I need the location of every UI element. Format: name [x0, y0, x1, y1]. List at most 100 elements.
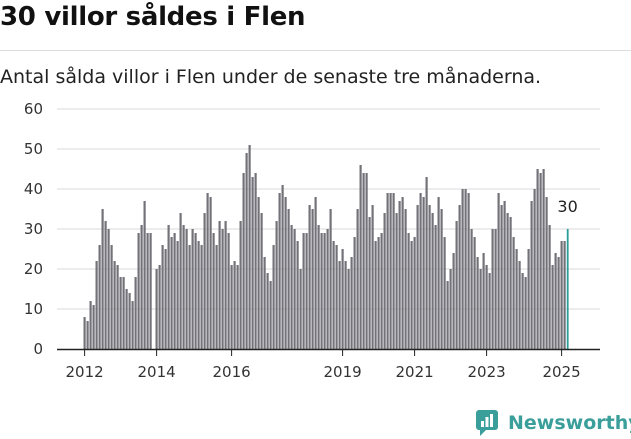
- bar: [356, 209, 359, 349]
- bar: [404, 209, 407, 349]
- bar: [302, 233, 305, 349]
- bar: [188, 245, 191, 349]
- bar: [176, 241, 179, 349]
- bar: [308, 205, 311, 349]
- bar: [293, 229, 296, 349]
- bar: [83, 317, 86, 349]
- bar: [116, 265, 119, 349]
- bar: [410, 241, 413, 349]
- newsworthy-logo-icon: [476, 410, 498, 436]
- bar: [545, 197, 548, 349]
- bar: [392, 193, 395, 349]
- bar: [371, 205, 374, 349]
- bar: [158, 265, 161, 349]
- bar: [128, 293, 131, 349]
- bar: [437, 197, 440, 349]
- bar: [389, 193, 392, 349]
- bar: [125, 289, 128, 349]
- bar: [275, 221, 278, 349]
- bar: [143, 201, 146, 349]
- x-axis-ticks: 2012 2014 2016 2019 2021 2023 2025: [66, 349, 581, 381]
- x-tick-label: 2014: [138, 363, 176, 381]
- bar: [479, 269, 482, 349]
- bar: [446, 281, 449, 349]
- bar: [209, 197, 212, 349]
- bar: [254, 173, 257, 349]
- bar: [335, 245, 338, 349]
- x-tick-label: 2016: [213, 363, 251, 381]
- bar: [296, 241, 299, 349]
- bar: [206, 193, 209, 349]
- bar: [557, 257, 560, 349]
- bar: [419, 193, 422, 349]
- highlight-value-label: 30: [557, 197, 577, 216]
- bar: [362, 173, 365, 349]
- bar: [266, 273, 269, 349]
- bar: [164, 249, 167, 349]
- bar: [395, 213, 398, 349]
- bar: [203, 213, 206, 349]
- bar: [110, 245, 113, 349]
- bar: [551, 265, 554, 349]
- bar: [458, 205, 461, 349]
- bar: [398, 201, 401, 349]
- bar: [428, 205, 431, 349]
- bar: [149, 233, 152, 349]
- bar: [113, 261, 116, 349]
- bar: [506, 213, 509, 349]
- bar: [197, 241, 200, 349]
- x-tick-label: 2025: [543, 363, 581, 381]
- bar: [527, 249, 530, 349]
- bar: [131, 301, 134, 349]
- y-tick-label: 20: [24, 260, 43, 278]
- bar: [560, 241, 563, 349]
- bar: [431, 213, 434, 349]
- y-tick-label: 50: [24, 140, 43, 158]
- bar: [512, 237, 515, 349]
- bar: [359, 165, 362, 349]
- bar: [290, 225, 293, 349]
- bar: [89, 301, 92, 349]
- bar: [530, 201, 533, 349]
- bar: [191, 229, 194, 349]
- bar: [137, 233, 140, 349]
- bar: [413, 237, 416, 349]
- annotations: 30: [557, 197, 577, 216]
- bar: [554, 253, 557, 349]
- bar: [95, 261, 98, 349]
- y-tick-label: 0: [33, 340, 43, 358]
- bar: [326, 229, 329, 349]
- bars: [83, 145, 569, 349]
- bar: [140, 225, 143, 349]
- bar: [311, 209, 314, 349]
- bar: [185, 229, 188, 349]
- bar: [104, 221, 107, 349]
- bar: [263, 257, 266, 349]
- bar: [248, 145, 251, 349]
- bar: [497, 193, 500, 349]
- bar: [380, 233, 383, 349]
- bar: [119, 277, 122, 349]
- y-axis-ticks: 0 10 20 30 40 50 60: [24, 100, 43, 358]
- bar: [167, 225, 170, 349]
- highlight-bar: [566, 229, 569, 349]
- bar: [194, 233, 197, 349]
- bar: [515, 249, 518, 349]
- bar: [146, 233, 149, 349]
- bar: [503, 201, 506, 349]
- bar: [386, 193, 389, 349]
- bar: [407, 233, 410, 349]
- bar: [218, 221, 221, 349]
- bar: [464, 189, 467, 349]
- bar: [242, 173, 245, 349]
- bar: [320, 233, 323, 349]
- bar: [524, 277, 527, 349]
- bar: [521, 273, 524, 349]
- bar: [314, 197, 317, 349]
- bar: [416, 205, 419, 349]
- brand-logo: Newsworthy: [476, 408, 631, 438]
- y-tick-label: 60: [24, 100, 43, 118]
- bar: [329, 209, 332, 349]
- x-tick-label: 2023: [468, 363, 506, 381]
